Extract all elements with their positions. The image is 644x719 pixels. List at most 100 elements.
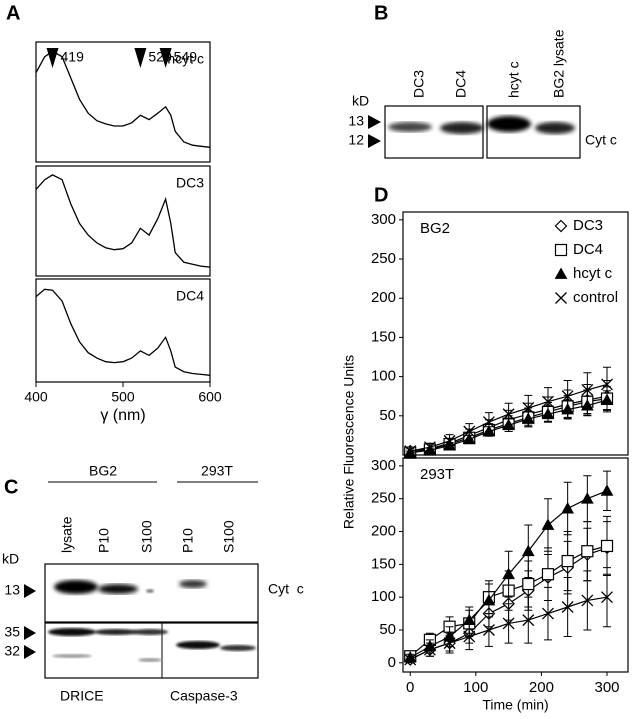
lane-label: lysate bbox=[59, 516, 75, 553]
band-label: Cyt c bbox=[585, 132, 617, 148]
legend-label: DC3 bbox=[573, 217, 603, 234]
group-label: BG2 bbox=[89, 463, 117, 479]
x-tick-label: 0 bbox=[406, 679, 414, 696]
marker bbox=[541, 568, 555, 581]
panel-label: D bbox=[374, 184, 388, 206]
marker bbox=[502, 567, 515, 580]
peak-arrow bbox=[159, 48, 172, 68]
band bbox=[48, 628, 96, 636]
marker bbox=[561, 601, 574, 613]
kd-label: kD bbox=[352, 93, 369, 109]
marker bbox=[601, 591, 613, 604]
panel-label: B bbox=[374, 2, 388, 24]
marker bbox=[521, 544, 535, 557]
peak-label: 419 bbox=[61, 49, 85, 65]
y-tick-label: 250 bbox=[371, 250, 396, 267]
band bbox=[535, 122, 575, 134]
plot-frame bbox=[402, 211, 629, 456]
y-tick-label: 200 bbox=[371, 289, 396, 306]
y-tick-label: 250 bbox=[371, 490, 396, 507]
spectrum-line bbox=[35, 288, 211, 376]
x-axis-label: Time (min) bbox=[482, 697, 548, 713]
band bbox=[54, 580, 98, 594]
size-label: 13 bbox=[4, 582, 20, 598]
lane-label: S100 bbox=[139, 520, 155, 553]
marker bbox=[482, 593, 496, 606]
marker bbox=[482, 416, 495, 429]
legend-label: control bbox=[573, 289, 618, 306]
marker bbox=[463, 630, 476, 643]
marker bbox=[581, 383, 594, 396]
band bbox=[138, 658, 162, 662]
size-arrow bbox=[368, 115, 381, 148]
band bbox=[220, 645, 256, 651]
band bbox=[146, 589, 154, 593]
panel-label: C bbox=[4, 476, 18, 498]
blot-c: BG2 293T lysate P10 S100 P10 S100 kD 13 … bbox=[2, 463, 304, 704]
band-label: Cyt c bbox=[268, 581, 304, 597]
x-tick-label: 600 bbox=[198, 389, 222, 405]
spectrum-line bbox=[35, 50, 211, 148]
band bbox=[94, 629, 138, 635]
y-tick-label: 50 bbox=[379, 621, 396, 638]
size-arrow bbox=[24, 584, 36, 659]
marker bbox=[522, 614, 535, 627]
marker bbox=[423, 441, 436, 454]
band bbox=[98, 584, 138, 594]
panel-title: 293T bbox=[420, 466, 454, 483]
y-tick-label: 100 bbox=[371, 588, 396, 605]
marker bbox=[600, 484, 614, 496]
marker bbox=[482, 624, 495, 636]
y-tick-label: 200 bbox=[371, 522, 396, 539]
marker bbox=[443, 434, 456, 447]
marker bbox=[404, 653, 417, 666]
lane-label: P10 bbox=[180, 528, 196, 553]
legend-marker bbox=[555, 292, 567, 304]
marker bbox=[541, 518, 555, 530]
x-tick-label: 500 bbox=[111, 389, 135, 405]
plot-frame bbox=[35, 165, 211, 277]
band bbox=[179, 580, 207, 588]
peak-label: 549 bbox=[174, 49, 198, 65]
blot bbox=[44, 563, 259, 623]
marker bbox=[522, 577, 535, 591]
spectrum-line bbox=[35, 174, 211, 268]
lane-label: DC3 bbox=[411, 70, 427, 98]
band bbox=[487, 116, 531, 132]
size-label: 35 bbox=[4, 624, 20, 640]
series-label: hcyt c bbox=[167, 51, 204, 67]
marker bbox=[502, 408, 515, 421]
legend-marker bbox=[554, 267, 568, 279]
marker bbox=[443, 637, 456, 650]
marker bbox=[581, 594, 594, 607]
marker bbox=[463, 425, 476, 438]
blot bbox=[486, 105, 581, 159]
lane-label: S100 bbox=[221, 520, 237, 553]
marker bbox=[423, 643, 436, 656]
marker bbox=[601, 378, 613, 391]
plot-frame bbox=[402, 457, 629, 673]
size-label: 12 bbox=[348, 132, 364, 148]
marker bbox=[404, 445, 417, 458]
blot bbox=[384, 105, 484, 159]
marker bbox=[502, 617, 515, 630]
marker bbox=[542, 607, 554, 620]
peak-arrow bbox=[46, 48, 59, 68]
band bbox=[388, 122, 432, 132]
band bbox=[440, 122, 484, 134]
lane-label: hcyt c bbox=[506, 61, 522, 98]
panel-label: A bbox=[6, 2, 20, 24]
series-label: DC4 bbox=[176, 288, 204, 304]
band bbox=[52, 654, 92, 658]
blot-label: Caspase-3 bbox=[170, 688, 238, 704]
x-tick-label: 100 bbox=[463, 679, 488, 696]
legend-label: hcyt c bbox=[573, 265, 613, 282]
y-tick-label: 300 bbox=[371, 211, 396, 228]
y-tick-label: 300 bbox=[371, 457, 396, 474]
marker bbox=[561, 390, 574, 403]
lane-label: BG2 lysate bbox=[551, 29, 567, 98]
lane-label: DC4 bbox=[453, 70, 469, 98]
x-tick-label: 200 bbox=[529, 679, 554, 696]
